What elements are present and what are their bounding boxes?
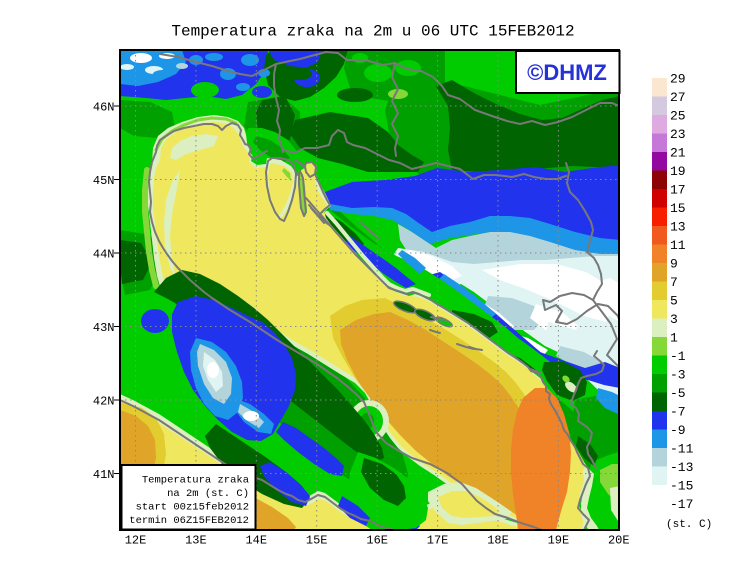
svg-text:25: 25 [670,109,686,124]
svg-text:17E: 17E [427,534,449,548]
svg-text:11: 11 [670,238,686,253]
svg-text:15: 15 [670,201,686,216]
svg-text:7: 7 [670,275,678,290]
svg-text:9: 9 [670,257,678,272]
svg-text:Temperatura zraka na 2m u 06 U: Temperatura zraka na 2m u 06 UTC 15FEB20… [171,23,574,41]
svg-text:18E: 18E [487,534,509,548]
svg-text:45N: 45N [93,174,115,188]
svg-text:13E: 13E [185,534,207,548]
svg-text:43N: 43N [93,321,115,335]
svg-text:42N: 42N [93,395,115,409]
svg-text:16E: 16E [366,534,388,548]
svg-text:-3: -3 [670,368,686,383]
svg-text:(st. C): (st. C) [666,519,712,531]
svg-text:17: 17 [670,183,686,198]
svg-text:termin 06Z15FEB2012: termin 06Z15FEB2012 [129,515,249,527]
svg-text:3: 3 [670,312,678,327]
svg-text:21: 21 [670,146,686,161]
svg-text:start 00z15feb2012: start 00z15feb2012 [136,502,249,514]
svg-text:15E: 15E [306,534,328,548]
svg-text:-9: -9 [670,423,686,438]
svg-text:13: 13 [670,220,686,235]
svg-text:27: 27 [670,90,686,105]
svg-text:1: 1 [670,331,678,346]
svg-text:-11: -11 [670,442,694,457]
svg-text:12E: 12E [125,534,147,548]
svg-text:Temperatura zraka: Temperatura zraka [142,475,249,487]
svg-text:-5: -5 [670,386,686,401]
svg-text:46N: 46N [93,101,115,115]
svg-text:44N: 44N [93,248,115,262]
svg-text:29: 29 [670,72,686,87]
svg-text:5: 5 [670,294,678,309]
svg-text:-17: -17 [670,497,693,512]
svg-text:na 2m (st. C): na 2m (st. C) [167,488,249,500]
svg-text:-7: -7 [670,405,686,420]
svg-text:19: 19 [670,164,686,179]
svg-text:19E: 19E [548,534,570,548]
svg-text:-13: -13 [670,460,693,475]
svg-text:20E: 20E [608,534,630,548]
svg-text:-1: -1 [670,349,686,364]
svg-text:23: 23 [670,127,686,142]
svg-text:-15: -15 [670,479,693,494]
svg-text:41N: 41N [93,468,115,482]
svg-text:14E: 14E [245,534,267,548]
svg-text:©DHMZ: ©DHMZ [527,60,607,85]
